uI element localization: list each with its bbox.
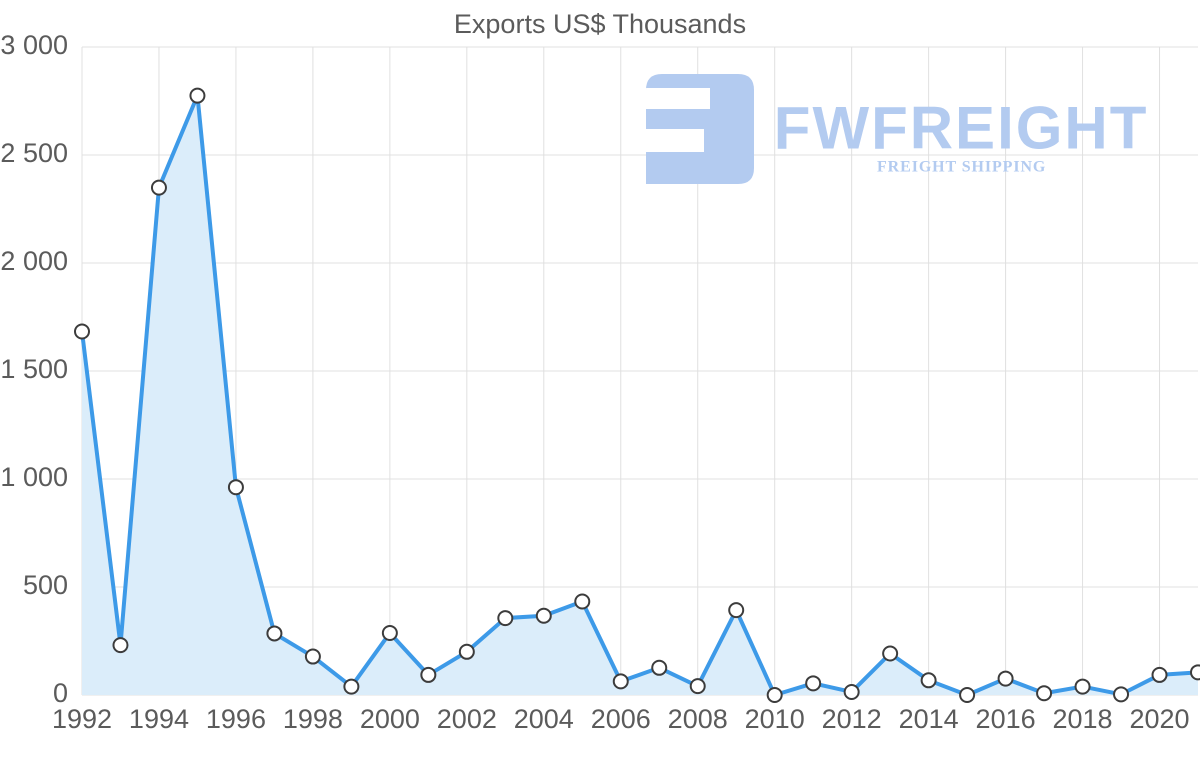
svg-text:2016: 2016: [976, 704, 1036, 734]
svg-text:1992: 1992: [52, 704, 112, 734]
svg-text:2014: 2014: [899, 704, 959, 734]
svg-text:1994: 1994: [129, 704, 189, 734]
svg-text:2010: 2010: [745, 704, 805, 734]
svg-text:1996: 1996: [206, 704, 266, 734]
svg-text:1 000: 1 000: [0, 462, 68, 492]
svg-text:2002: 2002: [437, 704, 497, 734]
svg-text:2004: 2004: [514, 704, 574, 734]
svg-text:1 500: 1 500: [0, 354, 68, 384]
svg-text:2006: 2006: [591, 704, 651, 734]
svg-text:2020: 2020: [1129, 704, 1189, 734]
svg-text:2018: 2018: [1053, 704, 1113, 734]
svg-text:2 000: 2 000: [0, 246, 68, 276]
svg-text:2012: 2012: [822, 704, 882, 734]
svg-text:2008: 2008: [668, 704, 728, 734]
svg-text:500: 500: [23, 570, 68, 600]
svg-text:2 500: 2 500: [0, 138, 68, 168]
svg-text:1998: 1998: [283, 704, 343, 734]
svg-text:2000: 2000: [360, 704, 420, 734]
